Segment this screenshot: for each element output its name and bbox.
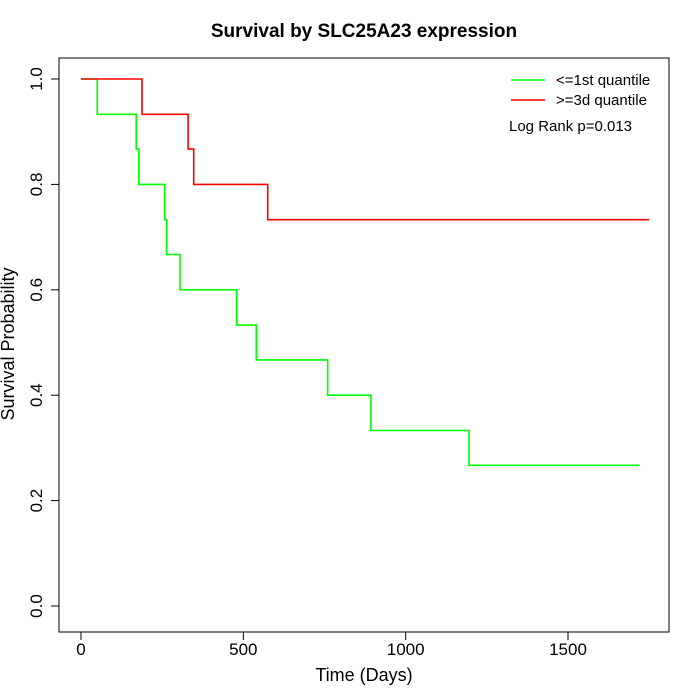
- plot-frame: [58, 57, 670, 633]
- survival-curve-1: [81, 78, 640, 467]
- x-axis-label: Time (Days): [315, 665, 412, 685]
- y-tick-label: 1.0: [27, 67, 46, 91]
- y-axis: 0.0 0.2 0.4 0.6 0.8 1.0: [27, 67, 60, 618]
- survival-curves: [81, 78, 650, 467]
- y-tick-label: 0.8: [27, 173, 46, 197]
- legend-label-1: <=1st quantile: [556, 72, 650, 89]
- chart-title: Survival by SLC25A23 expression: [211, 21, 517, 42]
- x-tick-label: 500: [229, 640, 257, 659]
- y-tick-label: 0.0: [27, 594, 46, 618]
- x-tick-label: 0: [76, 640, 85, 659]
- survival-curve-2: [81, 78, 650, 221]
- y-tick-label: 0.4: [27, 383, 46, 407]
- y-tick-label: 0.2: [27, 489, 46, 513]
- legend: <=1st quantile >=3d quantile: [511, 72, 650, 109]
- x-axis: 0 500 1000 1500: [76, 631, 587, 659]
- y-tick-label: 0.6: [27, 278, 46, 302]
- legend-label-2: >=3d quantile: [556, 92, 647, 109]
- x-tick-label: 1000: [387, 640, 425, 659]
- y-axis-label: Survival Probability: [0, 267, 18, 420]
- x-tick-label: 1500: [549, 640, 587, 659]
- log-rank-annotation: Log Rank p=0.013: [509, 118, 632, 135]
